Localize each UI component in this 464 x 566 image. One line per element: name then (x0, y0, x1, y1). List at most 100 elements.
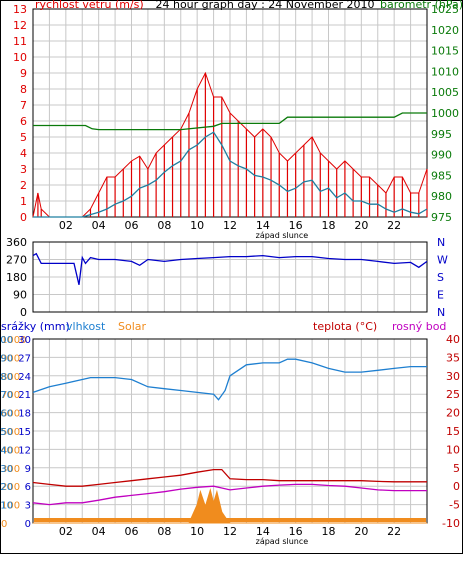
y-tick-temperature: 20 (446, 407, 460, 420)
humidity-line (32, 358, 427, 401)
x-tick-label: 04 (92, 525, 106, 538)
y-tick-temperature: 25 (446, 388, 460, 401)
x-tick-label: 02 (59, 219, 73, 232)
y-tick-humidity: 80 (0, 372, 13, 383)
wind-avg-line (33, 131, 428, 218)
y-tick-humidity: 70 (0, 390, 13, 401)
y-tick-temperature: 30 (446, 370, 460, 383)
y-tick-humidity: 20 (0, 482, 13, 493)
x-tick-label: 06 (125, 219, 139, 232)
y-tick-temperature: 10 (446, 443, 460, 456)
solar-baseline (34, 518, 426, 522)
y-tick-solar: 600 (1, 409, 20, 420)
wind-axis-title: rychlost vetru (m/s) (35, 0, 144, 11)
wind-direction-line (32, 252, 428, 285)
y-tick-wind: 5 (20, 131, 27, 144)
pressure-line (33, 112, 427, 131)
y-tick-temperature: 15 (446, 425, 460, 438)
temperature-axis-title: teplota (°C) (313, 320, 377, 333)
dewpoint-axis-title: rosný bod (392, 320, 446, 333)
y-tick-solar: 200 (1, 482, 20, 493)
compass-label: E (437, 289, 444, 302)
y-tick-pressure: 1010 (431, 65, 459, 78)
y-tick-solar: 100 (1, 501, 20, 512)
y-tick-solar: 400 (1, 445, 20, 456)
y-tick-wind: 13 (13, 3, 27, 16)
chart-frame (0, 0, 463, 554)
y-tick-humidity: 60 (0, 409, 13, 420)
x-tick-label: 18 (322, 525, 336, 538)
chart-title: 24 hour graph day : 24 November 2010 (155, 0, 374, 11)
humidity-axis-title: vlhkost (66, 320, 106, 333)
y-tick-solar: 800 (1, 372, 20, 383)
solar-axis-title: Solar (118, 320, 147, 333)
y-tick-rain: 18 (18, 409, 31, 420)
x-tick-label: 10 (190, 525, 204, 538)
y-tick-wind: 10 (13, 51, 27, 64)
sunset-label: západ slunce (256, 537, 309, 546)
y-tick-temperature: 5 (453, 462, 460, 475)
x-tick-label: 12 (223, 525, 237, 538)
x-tick-label: 14 (256, 219, 270, 232)
y-tick-humidity: 90 (0, 353, 13, 364)
x-tick-label: 18 (322, 219, 336, 232)
y-tick-rain: 30 (18, 335, 31, 346)
y-tick-pressure: 1020 (431, 24, 459, 37)
x-tick-label: 10 (190, 219, 204, 232)
y-tick-temperature: -10 (442, 517, 460, 530)
y-tick-wind: 11 (13, 35, 27, 48)
y-tick-pressure: 980 (431, 190, 452, 203)
y-tick-pressure: 990 (431, 149, 452, 162)
compass-label: N (437, 306, 445, 319)
compass-label: W (437, 254, 448, 267)
x-tick-label: 08 (157, 525, 171, 538)
y-tick-humidity: 100 (0, 335, 13, 346)
y-tick-rain: 15 (18, 427, 31, 438)
compass-label: S (437, 271, 444, 284)
y-tick-direction: 180 (6, 271, 27, 284)
y-tick-humidity: 40 (0, 445, 13, 456)
pressure-axis-title: barometr (hPa) (380, 0, 463, 11)
x-tick-label: 08 (157, 219, 171, 232)
y-tick-direction: 360 (6, 236, 27, 249)
y-tick-wind: 12 (13, 19, 27, 32)
y-tick-solar: 0 (1, 519, 7, 530)
y-tick-temperature: -5 (449, 499, 460, 512)
y-tick-pressure: 975 (431, 211, 452, 224)
x-tick-label: 22 (387, 219, 401, 232)
y-tick-rain: 21 (18, 390, 31, 401)
y-tick-pressure: 1015 (431, 45, 459, 58)
y-tick-solar: 900 (1, 353, 20, 364)
y-tick-solar: 500 (1, 427, 20, 438)
dewpoint-line (32, 483, 427, 506)
y-tick-pressure: 1000 (431, 107, 459, 120)
x-tick-label: 22 (387, 525, 401, 538)
y-tick-rain: 6 (25, 482, 31, 493)
x-tick-label: 20 (354, 219, 368, 232)
y-tick-rain: 0 (25, 519, 31, 530)
x-tick-label: 16 (289, 219, 303, 232)
y-tick-wind: 9 (20, 67, 27, 80)
y-tick-direction: 270 (6, 254, 27, 267)
compass-label: N (437, 236, 445, 249)
y-tick-direction: 90 (13, 289, 27, 302)
y-tick-wind: 1 (20, 195, 27, 208)
y-tick-rain: 27 (18, 353, 31, 364)
x-tick-label: 20 (354, 525, 368, 538)
x-tick-label: 02 (59, 525, 73, 538)
x-tick-label: 16 (289, 525, 303, 538)
y-tick-temperature: 35 (446, 351, 460, 364)
y-tick-wind: 7 (20, 99, 27, 112)
y-tick-wind: 2 (20, 179, 27, 192)
x-tick-label: 14 (256, 525, 270, 538)
wind-max-line (32, 71, 428, 218)
temperature-line (32, 468, 427, 487)
y-tick-humidity: 30 (0, 464, 13, 475)
y-tick-rain: 3 (25, 501, 31, 512)
y-tick-rain: 9 (25, 464, 31, 475)
rain-axis-title: srážky (mm) (1, 320, 70, 333)
y-tick-pressure: 995 (431, 128, 452, 141)
y-tick-temperature: 40 (446, 333, 460, 346)
y-tick-direction: 0 (20, 306, 27, 319)
y-tick-pressure: 985 (431, 169, 452, 182)
